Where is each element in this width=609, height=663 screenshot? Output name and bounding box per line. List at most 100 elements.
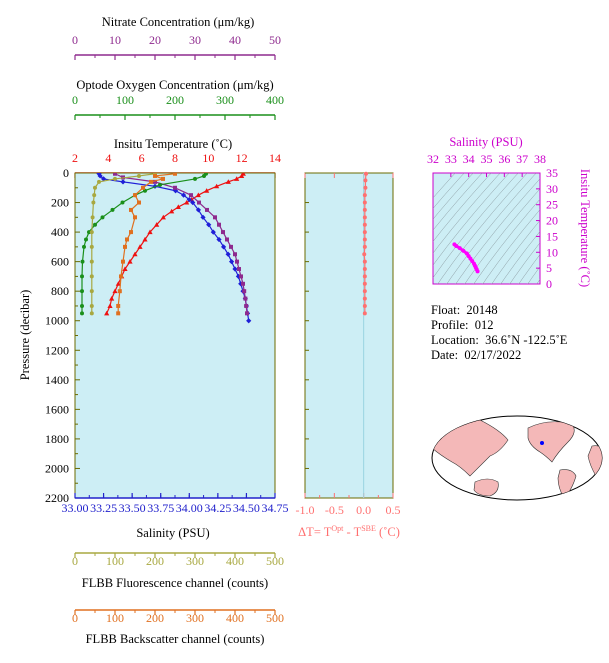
nitrate-point bbox=[241, 281, 245, 286]
fluorescence-point bbox=[89, 244, 94, 249]
temperature-point bbox=[107, 303, 113, 308]
density-contour bbox=[500, 230, 540, 284]
pressure-tick-label: 1400 bbox=[45, 373, 69, 387]
salinity-point bbox=[225, 251, 231, 257]
location-line: Location: 36.6˚N -122.5˚E bbox=[431, 333, 568, 347]
delta-t-point bbox=[362, 311, 367, 316]
delta-t-axis: -1.0 -0.5 0.0 0.5 bbox=[296, 172, 401, 517]
ts-salinity-tick-label: 33 bbox=[445, 152, 457, 166]
density-contour bbox=[433, 173, 501, 254]
fluorescence-axis-title: FLBB Fluorescence channel (counts) bbox=[82, 576, 268, 590]
oxygen-tick-label: 100 bbox=[116, 93, 134, 107]
map-land-australia bbox=[473, 478, 499, 497]
pressure-tick-label: 0 bbox=[63, 166, 69, 180]
nitrate-point bbox=[242, 289, 247, 294]
density-contour bbox=[433, 173, 519, 279]
salinity-tick-label: 34.25 bbox=[204, 501, 231, 515]
density-contour bbox=[527, 266, 540, 284]
salinity-point bbox=[216, 236, 222, 243]
density-contour bbox=[433, 173, 465, 209]
oxygen-point bbox=[193, 176, 197, 181]
temperature-point bbox=[147, 229, 153, 235]
density-contour bbox=[433, 173, 456, 199]
salinity-axis: 33.00 33.25 33.50 33.75 34.00 34.25 34.50 34.75 bbox=[62, 493, 289, 515]
map-land-south-america bbox=[557, 469, 577, 499]
oxygen-tick-label: 300 bbox=[216, 93, 234, 107]
salinity-point bbox=[100, 176, 107, 182]
delta-t-tick-label: 0.0 bbox=[356, 503, 371, 517]
density-contour bbox=[433, 173, 492, 242]
oxygen-point bbox=[80, 289, 84, 294]
fluorescence-point bbox=[97, 179, 101, 184]
fluorescence-tick-label: 500 bbox=[266, 554, 284, 568]
ts-salinity-tick-label: 38 bbox=[534, 152, 546, 166]
temperature-point bbox=[154, 222, 160, 227]
salinity-point bbox=[206, 222, 212, 228]
temperature-point bbox=[184, 199, 190, 205]
nitrate-point bbox=[197, 200, 201, 205]
temperature-tick-label: 6 bbox=[139, 151, 145, 165]
ts-temperature-tick-label: 20 bbox=[546, 214, 558, 228]
backscatter-point bbox=[119, 274, 123, 279]
ts-temperature-tick-label: 25 bbox=[546, 198, 558, 212]
ts-salinity-tick-label: 35 bbox=[481, 152, 493, 166]
delta-t-point bbox=[362, 193, 367, 198]
salinity-point bbox=[120, 179, 126, 185]
nitrate-point bbox=[229, 244, 233, 249]
pressure-tick-label: 1800 bbox=[45, 432, 69, 446]
backscatter-point bbox=[116, 303, 121, 308]
nitrate-point bbox=[239, 274, 243, 279]
fluorescence-point bbox=[91, 200, 96, 205]
nitrate-point bbox=[189, 193, 193, 198]
density-contour bbox=[482, 209, 540, 284]
backscatter-tick-label: 300 bbox=[186, 611, 204, 625]
oxygen-point bbox=[80, 259, 85, 264]
date-value: 02/17/2022 bbox=[464, 348, 522, 362]
density-contour bbox=[433, 173, 510, 266]
fluorescence-point bbox=[89, 303, 94, 308]
salinity-point bbox=[220, 244, 227, 250]
nitrate-tick-label: 50 bbox=[269, 33, 281, 47]
salinity-tick-label: 34.75 bbox=[262, 501, 289, 515]
salinity-point bbox=[235, 273, 242, 280]
salinity-tick-label: 34.00 bbox=[176, 501, 203, 515]
density-contour bbox=[509, 242, 540, 284]
delta-t-point bbox=[362, 207, 367, 212]
nitrate-tick-label: 0 bbox=[72, 33, 78, 47]
pressure-tick-label: 200 bbox=[51, 196, 69, 210]
salinity-tick-label: 33.00 bbox=[62, 501, 89, 515]
nitrate-point bbox=[237, 267, 241, 272]
backscatter-point bbox=[161, 176, 165, 181]
temperature-point bbox=[137, 244, 143, 249]
fluorescence-point bbox=[89, 230, 94, 235]
ts-series bbox=[452, 242, 480, 274]
ts-density-contours bbox=[433, 173, 540, 284]
fluorescence-point bbox=[89, 289, 94, 294]
oxygen-point bbox=[80, 303, 84, 308]
oxygen-point bbox=[100, 215, 105, 220]
profile-plot-area bbox=[74, 172, 276, 499]
nitrate-point bbox=[244, 303, 249, 308]
salinity-point bbox=[232, 266, 238, 272]
backscatter-point bbox=[153, 173, 157, 178]
density-contour bbox=[446, 173, 537, 284]
backscatter-point bbox=[129, 230, 133, 235]
backscatter-point bbox=[116, 311, 121, 316]
nitrate-tick-label: 10 bbox=[109, 33, 121, 47]
salinity-tick-label: 34.50 bbox=[233, 501, 260, 515]
temperature-point bbox=[109, 295, 115, 301]
temperature-tick-label: 14 bbox=[269, 151, 281, 165]
temperature-tick-label: 10 bbox=[202, 151, 214, 165]
float-location-marker bbox=[540, 441, 544, 445]
density-contour bbox=[433, 173, 483, 231]
pressure-tick-label: 1600 bbox=[45, 402, 69, 416]
ts-temperature-tick-label: 0 bbox=[546, 277, 552, 291]
nitrate-tick-label: 40 bbox=[229, 33, 241, 47]
float-id-line: Float: 20148 bbox=[431, 303, 498, 317]
oxygen-point bbox=[80, 311, 84, 316]
delta-t-point bbox=[362, 274, 367, 279]
temperature-point bbox=[112, 288, 118, 294]
salinity-tick-label: 33.25 bbox=[90, 501, 117, 515]
fluorescence-point bbox=[137, 173, 141, 178]
delta-t-point bbox=[362, 281, 367, 286]
